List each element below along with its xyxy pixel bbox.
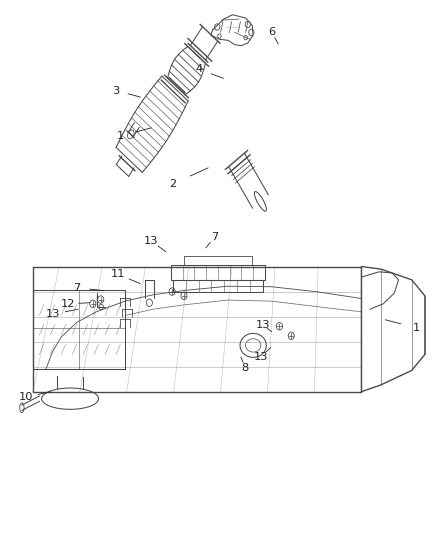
- Text: 10: 10: [19, 392, 34, 402]
- Text: 12: 12: [61, 299, 75, 309]
- Text: 13: 13: [144, 236, 159, 246]
- Text: 7: 7: [73, 283, 80, 293]
- Text: 1: 1: [117, 131, 124, 141]
- Text: 2: 2: [170, 179, 177, 189]
- Text: 13: 13: [253, 352, 268, 362]
- Text: 6: 6: [268, 27, 275, 37]
- Text: 1: 1: [413, 323, 420, 333]
- Text: 8: 8: [242, 363, 249, 373]
- Text: 4: 4: [196, 64, 203, 74]
- Text: 3: 3: [113, 86, 120, 95]
- Text: 13: 13: [255, 320, 270, 330]
- Text: 7: 7: [211, 232, 218, 242]
- Text: 13: 13: [45, 310, 60, 319]
- Text: 11: 11: [111, 270, 126, 279]
